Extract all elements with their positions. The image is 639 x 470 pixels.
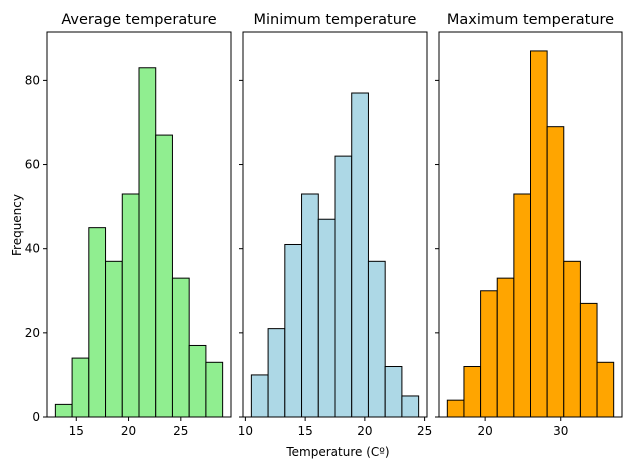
histogram-bar: [463, 366, 482, 418]
y-tick-label: 0: [32, 410, 40, 424]
x-tick-label: 15: [69, 424, 84, 438]
histogram-bar: [334, 155, 353, 418]
histogram-bar: [513, 193, 532, 418]
histogram-bar: [446, 399, 465, 418]
x-tick-label: 25: [173, 424, 188, 438]
histogram-bar: [188, 344, 207, 418]
histogram-bar: [384, 366, 403, 418]
histogram-bar: [88, 227, 107, 418]
histogram-bar: [155, 134, 173, 418]
histogram-bar: [317, 218, 336, 418]
histogram-bar: [546, 126, 565, 418]
histogram-bar: [71, 357, 90, 418]
histogram-bar: [367, 260, 386, 418]
histogram-bar: [563, 260, 581, 418]
y-axis-label: Frequency: [10, 194, 24, 256]
histogram-bar: [138, 67, 157, 418]
axes-frame: [438, 31, 623, 418]
x-tick-label: 25: [417, 424, 432, 438]
x-tick-label: 30: [553, 424, 568, 438]
histogram-bar: [530, 50, 548, 418]
histogram-bar: [301, 193, 319, 418]
histogram-bar: [496, 277, 515, 418]
histogram-bar: [284, 243, 303, 418]
histogram-bar: [351, 92, 369, 418]
x-tick-label: 10: [238, 424, 253, 438]
panel-title: Average temperature: [61, 12, 216, 28]
panels: Average temperature 15 20 25 0 20 40 60 80 Minimu…: [25, 12, 623, 438]
x-axis-label: Temperature (Cº): [285, 445, 389, 459]
panel-title: Maximum temperature: [447, 12, 614, 28]
panel-title: Minimum temperature: [254, 12, 417, 28]
y-tick-label: 20: [25, 326, 40, 340]
histogram-bar: [205, 361, 224, 418]
histogram-bar: [121, 193, 140, 418]
x-tick-label: 20: [357, 424, 372, 438]
histogram-bar: [171, 277, 190, 418]
histogram-bar: [579, 302, 598, 418]
axes-frame: [46, 31, 232, 418]
panel-2: Minimum temperature 10 15 20 25: [238, 12, 433, 438]
y-tick-label: 80: [25, 73, 40, 87]
histogram-bar: [105, 260, 123, 418]
axes-frame: [242, 31, 428, 418]
x-tick-label: 20: [121, 424, 136, 438]
histogram-bar: [480, 290, 498, 418]
panel-1: Average temperature 15 20 25 0 20 40 60 80: [25, 12, 232, 438]
histogram-bar: [267, 328, 286, 418]
histogram-bar: [596, 361, 615, 418]
histogram-bar: [250, 374, 269, 418]
y-tick-label: 40: [25, 242, 40, 256]
panel-3: Maximum temperature 20 30: [435, 12, 623, 438]
x-tick-label: 20: [477, 424, 492, 438]
y-tick-label: 60: [25, 158, 40, 172]
histogram-bar: [54, 403, 73, 418]
histogram-bar: [401, 395, 420, 418]
x-tick-label: 15: [297, 424, 312, 438]
